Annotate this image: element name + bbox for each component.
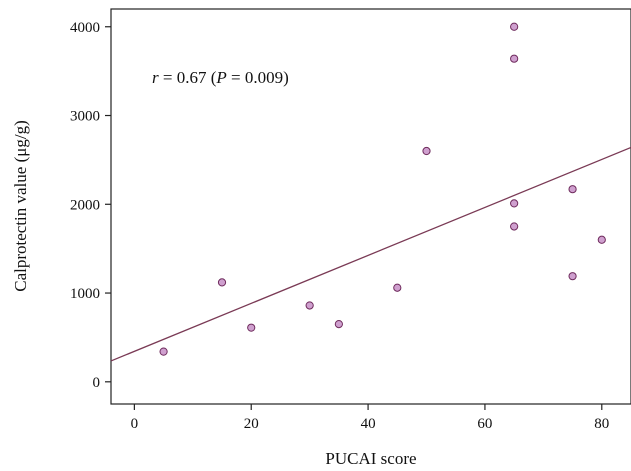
data-point xyxy=(305,301,314,310)
regression-line xyxy=(110,146,631,362)
r-symbol: r xyxy=(152,68,159,87)
plot-frame xyxy=(110,8,631,405)
x-axis-title: PUCAI score xyxy=(325,449,416,468)
annotation-text: r = 0.67 (P = 0.009) xyxy=(152,68,289,87)
y-tick-label: 4000 xyxy=(70,20,100,36)
p-symbol: P xyxy=(215,68,226,87)
y-tick-label: 0 xyxy=(93,375,101,391)
x-tick-label: 40 xyxy=(361,416,376,432)
x-tick-label: 20 xyxy=(244,416,259,432)
data-point xyxy=(422,146,431,156)
x-tick-label: 0 xyxy=(131,416,139,432)
r-value-text: = 0.67 ( xyxy=(159,68,217,87)
y-axis: 0 1000 2000 3000 4000 xyxy=(70,20,111,391)
data-point xyxy=(510,54,519,63)
y-tick-label: 2000 xyxy=(70,197,100,213)
data-point xyxy=(510,199,519,208)
y-tick-label: 3000 xyxy=(70,109,100,125)
data-point xyxy=(568,185,577,194)
y-axis-title: Calprotectin value (μg/g) xyxy=(11,120,30,292)
data-point xyxy=(217,278,227,287)
x-axis: 0 20 40 60 80 xyxy=(131,404,609,432)
y-tick-label: 1000 xyxy=(70,286,100,302)
x-tick-label: 80 xyxy=(594,416,609,432)
x-tick-label: 60 xyxy=(477,416,492,432)
data-point xyxy=(247,323,256,332)
p-value-text: = 0.009) xyxy=(227,68,289,87)
data-point xyxy=(393,283,402,292)
data-point xyxy=(334,320,343,329)
data-point xyxy=(568,272,577,281)
data-point xyxy=(510,22,519,31)
data-points xyxy=(159,22,606,356)
data-point xyxy=(510,222,519,231)
data-point xyxy=(597,235,606,244)
data-point xyxy=(159,347,168,356)
